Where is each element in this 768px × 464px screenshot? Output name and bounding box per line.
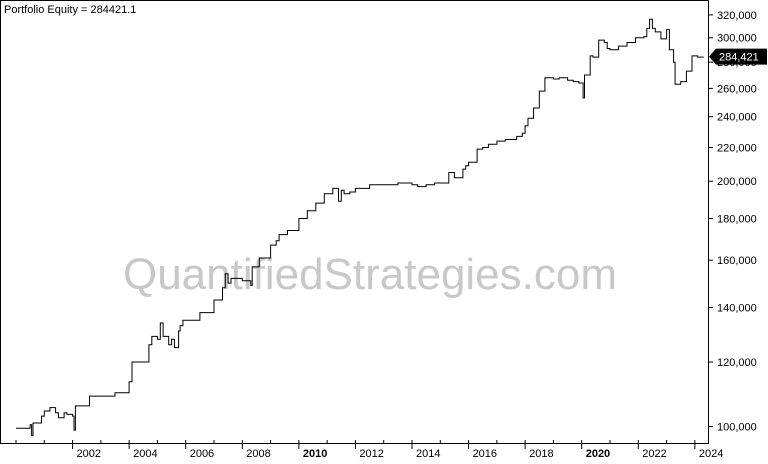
y-tick-label: 320,000 [717, 10, 757, 22]
chart-title: Portfolio Equity = 284421.1 [4, 4, 136, 16]
x-tick-label: 2010 [303, 448, 327, 460]
y-tick-label: 140,000 [717, 302, 757, 314]
y-tick-label: 180,000 [717, 214, 757, 226]
last-value-label: 284,421 [719, 52, 759, 64]
last-value-marker: 284,421 [709, 48, 767, 65]
x-tick-label: 2016 [473, 448, 497, 460]
x-tick-label: 2004 [133, 448, 157, 460]
x-tick-label: 2002 [77, 448, 101, 460]
x-axis: 2002 2004 2006 2008 2010 2012 2014 2016 2018 2020… [15, 440, 723, 460]
watermark-text: QuantifiedStrategies.com [123, 250, 617, 299]
x-tick-label: 2012 [359, 448, 383, 460]
y-axis: 100,000 120,000 140,000 160,000 180,000 200,0… [708, 10, 757, 434]
equity-line [16, 18, 704, 436]
y-tick-label: 120,000 [717, 357, 757, 369]
x-tick-label: 2018 [529, 448, 553, 460]
y-tick-label: 240,000 [717, 112, 757, 124]
y-tick-label: 300,000 [717, 33, 757, 45]
x-tick-label: 2022 [642, 448, 666, 460]
plot-frame [0, 0, 709, 444]
x-tick-label: 2006 [190, 448, 214, 460]
y-tick-label: 200,000 [717, 176, 757, 188]
y-tick-label: 100,000 [717, 422, 757, 434]
last-value-badge [709, 48, 767, 65]
x-tick-label: 2020 [586, 448, 610, 460]
x-tick-label: 2024 [699, 448, 723, 460]
x-tick-label: 2014 [416, 448, 440, 460]
y-tick-label: 260,000 [717, 83, 757, 95]
y-tick-label: 160,000 [717, 255, 757, 267]
x-tick-label: 2008 [246, 448, 270, 460]
y-tick-label: 220,000 [717, 143, 757, 155]
